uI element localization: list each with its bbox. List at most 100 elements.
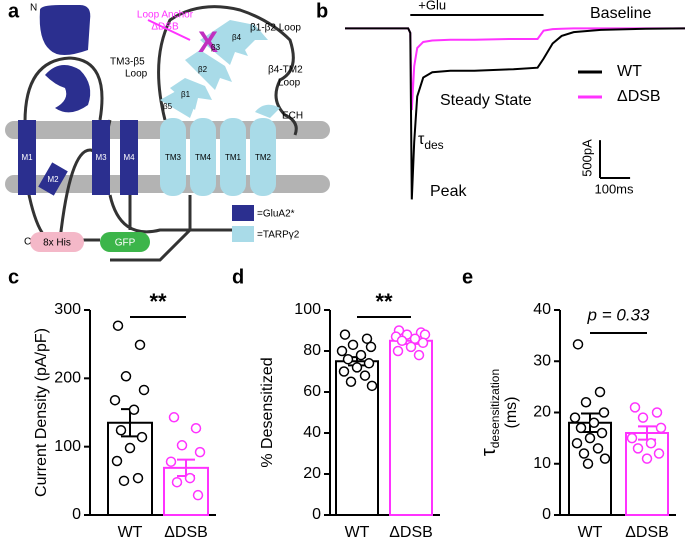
x-tick-label: ΔDSB (389, 524, 433, 541)
y-axis-label: (ms) (503, 397, 520, 429)
data-point (339, 329, 351, 340)
data-point (120, 371, 132, 382)
data-point (124, 442, 136, 454)
legend-swatch (232, 205, 254, 221)
y-axis-label-sub: desensitization (488, 369, 502, 448)
significance: p = 0.33 (587, 305, 650, 324)
y-tick-label: 200 (54, 370, 81, 387)
data-point (138, 384, 150, 396)
data-point (176, 440, 188, 451)
y-tick-label: 100 (54, 438, 81, 455)
data-point (347, 339, 359, 351)
trace (345, 27, 685, 200)
legend-label: ΔDSB (617, 88, 661, 105)
data-point (582, 458, 594, 469)
significance: ** (375, 289, 393, 314)
data-point (578, 448, 590, 459)
x-tick-label: WT (578, 524, 603, 541)
label: 8x His (43, 238, 71, 249)
data-point (363, 358, 375, 369)
data-point (392, 345, 404, 357)
panel-label: b (316, 0, 328, 22)
x-tick-label: WT (118, 524, 143, 541)
y-tick-label: 0 (542, 506, 551, 523)
topology-diagram: N C X Loop Anchor ΔDSB β1-β2 Loop TM3-β5… (5, 3, 330, 262)
tarp-loop (157, 5, 298, 136)
helix-labels: M1 M2 M3 M4 TM3 TM4 TM1 TM2 (21, 153, 271, 184)
label: β4-TM2 (268, 65, 303, 76)
data-point (118, 475, 130, 487)
data-point (580, 397, 592, 408)
data-point (192, 489, 204, 501)
gfp (100, 232, 150, 252)
data-point (417, 337, 429, 349)
data-point (405, 341, 417, 353)
data-point (599, 453, 611, 464)
significance: ** (149, 289, 167, 314)
label: TM3-β5 (110, 57, 145, 68)
arrow (147, 19, 191, 41)
data-point (592, 443, 604, 454)
data-point (594, 386, 606, 398)
data-point (655, 422, 667, 434)
label: β4 (232, 33, 242, 42)
label: N (30, 3, 37, 14)
data-point (111, 455, 123, 467)
x-tick-label: WT (345, 524, 370, 541)
data-point (641, 453, 653, 464)
y-axis-label: % Desensitized (259, 357, 276, 467)
label: C (24, 237, 31, 248)
data-point (336, 345, 348, 357)
data-point (629, 402, 641, 413)
label: TM3 (165, 153, 182, 162)
annotation: Peak (430, 183, 467, 200)
data-point (596, 427, 608, 439)
data-point (651, 407, 663, 418)
data-point (132, 472, 144, 484)
data-point (409, 333, 421, 344)
data-point (355, 349, 367, 361)
y-tick-label: 20 (303, 465, 321, 482)
bar (625, 432, 669, 516)
data-point (190, 422, 202, 434)
data-point (342, 353, 354, 365)
panel-label: e (462, 266, 473, 288)
data-point (637, 412, 649, 423)
label: M2 (47, 175, 59, 184)
data-point (632, 443, 644, 454)
data-point (361, 333, 373, 344)
label: ECH (282, 111, 303, 122)
mark-x: X (198, 26, 218, 59)
annotation-sub: des (424, 138, 443, 152)
data-point (572, 339, 584, 350)
glua2-domain (45, 65, 91, 113)
glua2-domain (39, 5, 91, 55)
y-tick-label: 100 (294, 301, 321, 318)
helix (190, 118, 216, 196)
y-tick-label: 40 (533, 301, 551, 318)
label: TM4 (195, 153, 212, 162)
label: GFP (115, 238, 136, 249)
his-tag (30, 232, 84, 252)
label: ΔDSB (151, 22, 179, 33)
label: Loop Anchor (137, 10, 194, 21)
label: M3 (95, 153, 107, 162)
y-axis-label: Current Density (pA/pF) (33, 328, 50, 497)
y-tick-label: 80 (303, 342, 321, 359)
data-point (351, 362, 363, 373)
panel-label: d (232, 266, 244, 288)
annotation: Steady State (440, 92, 532, 109)
data-point (569, 412, 581, 423)
helix (160, 118, 186, 196)
panel-label: a (8, 0, 20, 22)
data-point (184, 472, 196, 484)
label: β1-β2 Loop (250, 23, 301, 34)
label: TM2 (255, 153, 272, 162)
helix (92, 120, 110, 195)
ech (255, 104, 280, 118)
data-point (366, 380, 378, 392)
data-point (626, 432, 638, 444)
data-point (168, 412, 180, 423)
legend-label: =GluA2* (257, 209, 295, 220)
